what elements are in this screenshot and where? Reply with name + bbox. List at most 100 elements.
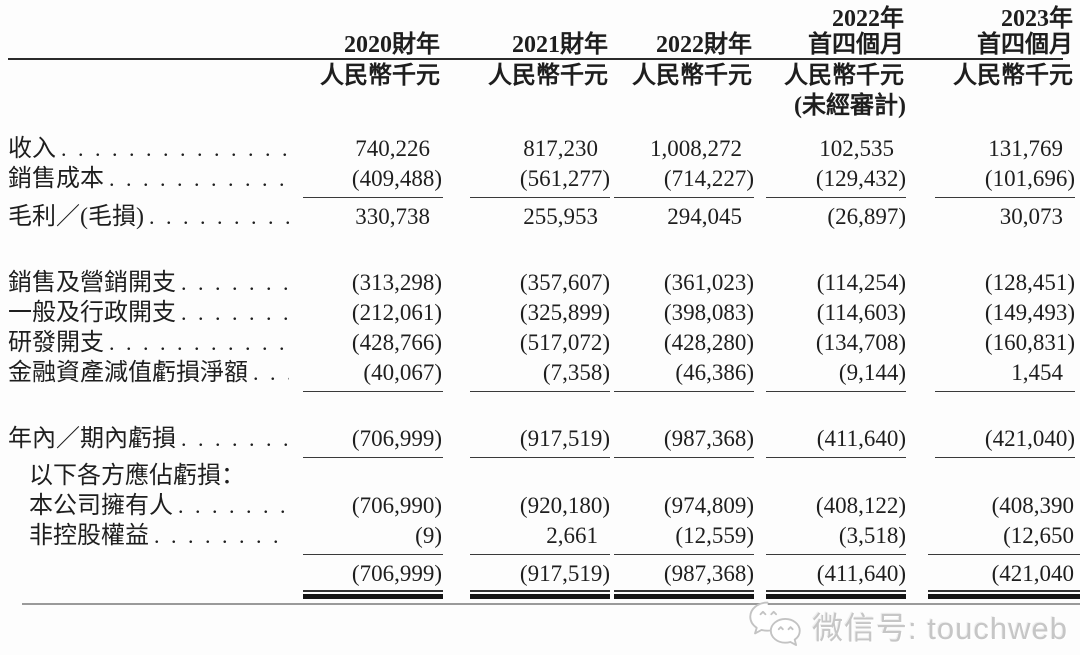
column-rule [614, 457, 754, 458]
row-label: 毛利／(毛損) [8, 204, 144, 230]
value-cell: 1,008,272 [650, 136, 742, 161]
value-cell: (12,559) [675, 523, 754, 548]
value-cell: (46,386) [675, 360, 754, 385]
column-rule [303, 457, 443, 458]
value-cell: (409,488) [351, 166, 442, 191]
table-header-units: 人民幣千元 人民幣千元 人民幣千元 人民幣千元 人民幣千元 [8, 60, 1073, 90]
value-cell: (7,358) [542, 360, 610, 385]
value-cell: (714,227) [663, 166, 754, 191]
column-rule [928, 554, 1080, 555]
row-label: 金融資產減值虧損淨額 [8, 360, 248, 386]
col-header-4m2023: 2023年 首四個月 [977, 6, 1073, 58]
row-cost-of-sales: 銷售成本 . . . . . . . . . . . . . . . . . .… [8, 164, 1075, 194]
row-loss-for-period: 年內／期內虧損 . . . . . . . . . . . . . . . . … [8, 424, 1075, 454]
value-cell: (9) [415, 523, 442, 548]
value-cell: (128,451) [984, 270, 1075, 295]
column-rule [470, 197, 610, 198]
watermark: 微信号: touchweb [747, 599, 1068, 651]
column-rule [766, 457, 906, 458]
value-cell: (12,650 [1003, 523, 1074, 548]
value-cell: 2,661 [546, 523, 598, 548]
dot-leader: . . . . . . . . . . . . . . . . . . . . … [154, 523, 289, 548]
col-header-4m2022: 2022年 首四個月 [808, 6, 904, 58]
value-cell: (411,640) [816, 426, 906, 451]
value-cell: (134,708) [815, 330, 906, 355]
wechat-icon [749, 601, 801, 646]
value-cell: 131,769 [988, 136, 1063, 161]
value-cell: (26,897) [827, 204, 906, 229]
value-cell: (408,122) [815, 493, 906, 518]
column-rule [614, 391, 754, 392]
dot-leader: . . . . . . . . . . . . . . . . . . . . … [181, 270, 289, 295]
income-statement-table: 2020財年 2021財年 2022財年 2022年 首四個月 2023年 首四… [8, 0, 1080, 601]
double-underline [614, 590, 754, 599]
value-cell: (313,298) [351, 270, 442, 295]
value-cell: (920,180) [519, 493, 610, 518]
value-cell: (3,518) [838, 523, 906, 548]
double-underline [928, 590, 1080, 599]
value-cell: (101,696) [984, 166, 1075, 191]
value-cell: (160,831) [984, 330, 1075, 355]
column-rule [766, 197, 906, 198]
value-cell: 330,738 [355, 204, 430, 229]
dot-leader: . . . . . . . . . . . . . . . . . . . . … [181, 426, 289, 451]
column-rule [470, 457, 610, 458]
value-cell: (9,144) [838, 360, 906, 385]
row-gross-profit: 毛利／(毛損) . . . . . . . . . . . . . . . . … [8, 202, 1063, 232]
value-cell: (428,280) [663, 330, 754, 355]
row-rnd-expenses: 研發開支 . . . . . . . . . . . . . . . . . .… [8, 328, 1075, 358]
value-cell: (325,899) [519, 300, 610, 325]
column-rule [303, 554, 443, 555]
row-owners: 本公司擁有人 . . . . . . . . . . . . . . . . .… [8, 491, 1074, 521]
value-cell: (149,493) [984, 300, 1075, 325]
subtotal-rule [8, 194, 1075, 202]
value-cell: (357,607) [519, 270, 610, 295]
value-cell: (212,061) [351, 300, 442, 325]
row-label: 銷售成本 [8, 166, 104, 192]
value-cell: (421,040) [984, 426, 1075, 451]
watermark-text: 微信号: touchweb [812, 610, 1068, 646]
row-label: 以下各方應佔虧損： [29, 463, 245, 489]
double-underline [766, 590, 906, 599]
value-cell: 255,953 [523, 204, 598, 229]
row-admin-expenses: 一般及行政開支 . . . . . . . . . . . . . . . . … [8, 298, 1075, 328]
note-spacer [8, 90, 303, 120]
unit-label: 人民幣千元 [953, 63, 1073, 89]
dot-leader: . . . . . . . . . . . . . . . . . . . . … [253, 360, 289, 385]
subtotal-rule [8, 454, 1075, 462]
dot-leader: . . . . . . . . . . . . . . . . . . . . … [181, 300, 289, 325]
row-label: 研發開支 [8, 330, 104, 356]
unaudited-note-row: (未經審計) [8, 90, 1063, 120]
column-rule [303, 197, 443, 198]
value-cell: 1,454 [1011, 360, 1063, 385]
value-cell: (408,390 [991, 493, 1074, 518]
column-rule [935, 197, 1075, 198]
column-rule [766, 391, 906, 392]
value-cell: (129,432) [815, 166, 906, 191]
unaudited-note: (未經審計) [794, 93, 906, 119]
value-cell: (40,067) [363, 360, 442, 385]
dot-leader: . . . . . . . . . . . . . . . . . . . . … [178, 493, 289, 518]
row-label: 銷售及營銷開支 [8, 270, 176, 296]
table-header-years: 2020財年 2021財年 2022財年 2022年 首四個月 2023年 首四… [8, 0, 1073, 58]
value-cell: (361,023) [663, 270, 754, 295]
value-cell: (114,603) [816, 300, 906, 325]
value-cell: (917,519) [519, 561, 610, 586]
value-cell: (428,766) [351, 330, 442, 355]
dot-leader: . . . . . . . . . . . . . . . . . . . . … [109, 330, 289, 355]
unit-label: 人民幣千元 [320, 63, 440, 89]
row-total: (706,999) (917,519) (987,368) (411,640) … [8, 559, 1074, 589]
value-cell: 294,045 [667, 204, 742, 229]
total-rule-above [8, 551, 1080, 559]
value-cell: (421,040 [991, 561, 1074, 586]
row-nci: 非控股權益 . . . . . . . . . . . . . . . . . … [8, 521, 1074, 551]
total-double-rule [8, 589, 1080, 601]
row-selling-expenses: 銷售及營銷開支 . . . . . . . . . . . . . . . . … [8, 268, 1075, 298]
value-cell: (987,368) [663, 561, 754, 586]
row-impairment: 金融資產減值虧損淨額 . . . . . . . . . . . . . . .… [8, 358, 1063, 388]
column-rule [614, 554, 754, 555]
note-spacer [430, 90, 598, 120]
row-label: 本公司擁有人 [29, 493, 173, 519]
row-label: 非控股權益 [29, 523, 149, 549]
column-rule [470, 554, 610, 555]
